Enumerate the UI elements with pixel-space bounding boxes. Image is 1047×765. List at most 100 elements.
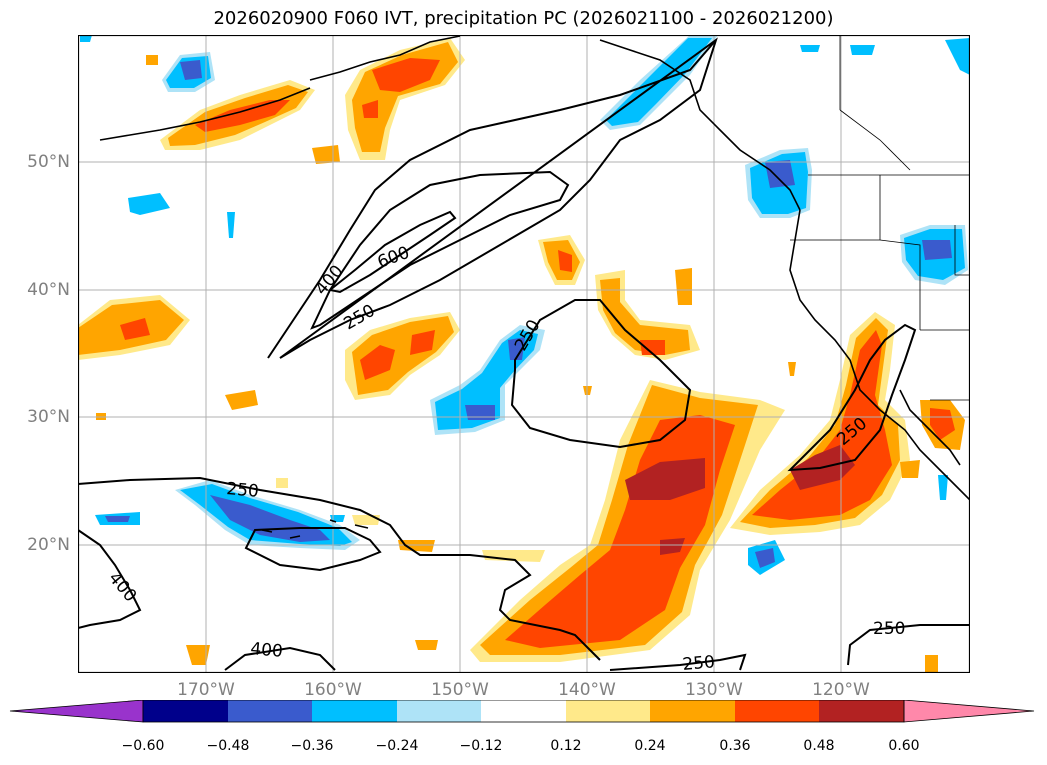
pos-blob-150 [146, 55, 158, 65]
colorbar-bin-9 [819, 700, 904, 722]
coastlines [99, 35, 970, 539]
neg-wa-inner [765, 160, 795, 188]
lat-label-50n: 50°N [27, 152, 70, 172]
contour-400-inner [310, 170, 570, 330]
neg-960 [945, 38, 970, 75]
neg-hawaii-inner [210, 495, 330, 542]
neg-30n-inner [465, 405, 495, 420]
bc-coast [599, 39, 801, 211]
baja-coast [899, 389, 961, 466]
colorbar-tick-7: 0.24 [634, 738, 666, 754]
pos-west-red [120, 318, 150, 340]
lat-label-30n: 30°N [27, 407, 70, 427]
hawaii-islands [261, 519, 369, 539]
neg-ak-inner [180, 60, 202, 80]
neg-760-in [755, 548, 775, 568]
graticule [78, 35, 970, 673]
contour-label-250e: 250 [873, 619, 905, 639]
colorbar-tick-5: −0.12 [459, 738, 503, 754]
colorbar-tick-6: 0.12 [550, 738, 582, 754]
colorbar-extend-left [9, 700, 144, 723]
pos-blob-155w-red [360, 345, 395, 380]
contour-label-250c: 250 [226, 479, 260, 502]
contour-250-se [609, 653, 747, 671]
contour-250-main [267, 37, 718, 359]
colorbar-extend-right [903, 700, 1035, 723]
neg-30n-inner2 [508, 337, 525, 360]
colorbar-tick-9: 0.48 [803, 738, 835, 754]
map-panel: 600 400 250 250 250 250 400 400 250 250 [78, 35, 970, 673]
pos-blob-930 [925, 655, 938, 672]
lon-label-160w: 160°W [304, 680, 362, 700]
contour-600-inner [327, 210, 457, 294]
lat-label-40n: 40°N [27, 280, 70, 300]
pos-midocean-red [640, 340, 665, 355]
pos-plume-main-core2 [660, 538, 685, 555]
colorbar-tick-8: 0.36 [719, 738, 751, 754]
lon-label-140w: 140°W [558, 680, 616, 700]
map-frame [78, 35, 970, 673]
neg-230 [227, 212, 235, 238]
political-borders [790, 35, 970, 401]
pos-gulfak-red2 [362, 100, 378, 118]
lon-label-170w: 170°W [177, 680, 235, 700]
contour-label-250f: 250 [682, 652, 716, 673]
lon-label-150w: 150°W [431, 680, 489, 700]
pos-blob-355 [352, 515, 380, 525]
contour-400-s [224, 646, 336, 671]
pos-blob-790 [788, 362, 796, 376]
neg-idaho-inner [922, 240, 952, 260]
contour-250-hawaii [244, 527, 382, 572]
colorbar-tick-10: 0.60 [888, 738, 920, 754]
pos-blob-910 [900, 460, 920, 478]
colorbar-bin-6 [566, 700, 650, 722]
pos-blob-145w-red [558, 250, 572, 272]
pos-blob-240 [225, 390, 258, 410]
positive-shading [78, 38, 965, 672]
neg-940 [938, 475, 948, 500]
neg-80 [80, 35, 92, 42]
colorbar-tick-4: −0.24 [375, 738, 419, 754]
colorbar-bin-2 [228, 700, 312, 722]
colorbar-tick-1: −0.60 [121, 738, 165, 754]
pos-ca-inner [752, 330, 892, 520]
pos-blob-155w-red2 [410, 330, 435, 355]
pos-blob-420 [415, 640, 438, 650]
contour-250-ca [787, 323, 917, 472]
colorbar-bin-4 [397, 700, 481, 722]
colorbar [9, 700, 1035, 723]
aleutian-coast [99, 87, 311, 141]
colorbar-bin-1 [143, 700, 228, 722]
neg-800 [800, 45, 820, 52]
colorbar-bin-7 [650, 700, 735, 722]
us-west-coast [789, 209, 970, 501]
contour-250-ne [847, 624, 970, 666]
colorbar-bin-5 [481, 700, 566, 722]
lon-label-120w: 120°W [812, 680, 870, 700]
negative-shading [80, 35, 970, 575]
pos-blob-310 [312, 145, 340, 164]
colorbar-bin-3 [312, 700, 397, 722]
neg-130 [128, 193, 170, 215]
pos-blob-190 [186, 645, 210, 665]
neg-small-115-in [105, 516, 130, 522]
pos-aleutian-red [195, 100, 290, 132]
pos-gulfak-red [372, 58, 440, 92]
contour-label-400c: 400 [250, 639, 284, 662]
pos-blob-675 [675, 268, 692, 305]
lon-label-130w: 130°W [685, 680, 743, 700]
pos-baja-inner [930, 408, 955, 440]
pos-plume-main-core [625, 458, 705, 500]
colorbar-tick-3: −0.36 [290, 738, 334, 754]
neg-330 [330, 515, 345, 522]
alaska-coast [309, 35, 461, 81]
colorbar-bin-8 [735, 700, 819, 722]
ivt-contours [78, 37, 970, 671]
pos-midocean-mid [600, 278, 690, 355]
contour-250-trop [78, 476, 601, 661]
map-title: 2026020900 F060 IVT, precipitation PC (2… [213, 8, 834, 29]
pos-blob-280 [276, 478, 288, 488]
contour-400-sw [78, 529, 142, 629]
colorbar-tick-2: −0.48 [206, 738, 250, 754]
lat-label-20n: 20°N [27, 535, 70, 555]
